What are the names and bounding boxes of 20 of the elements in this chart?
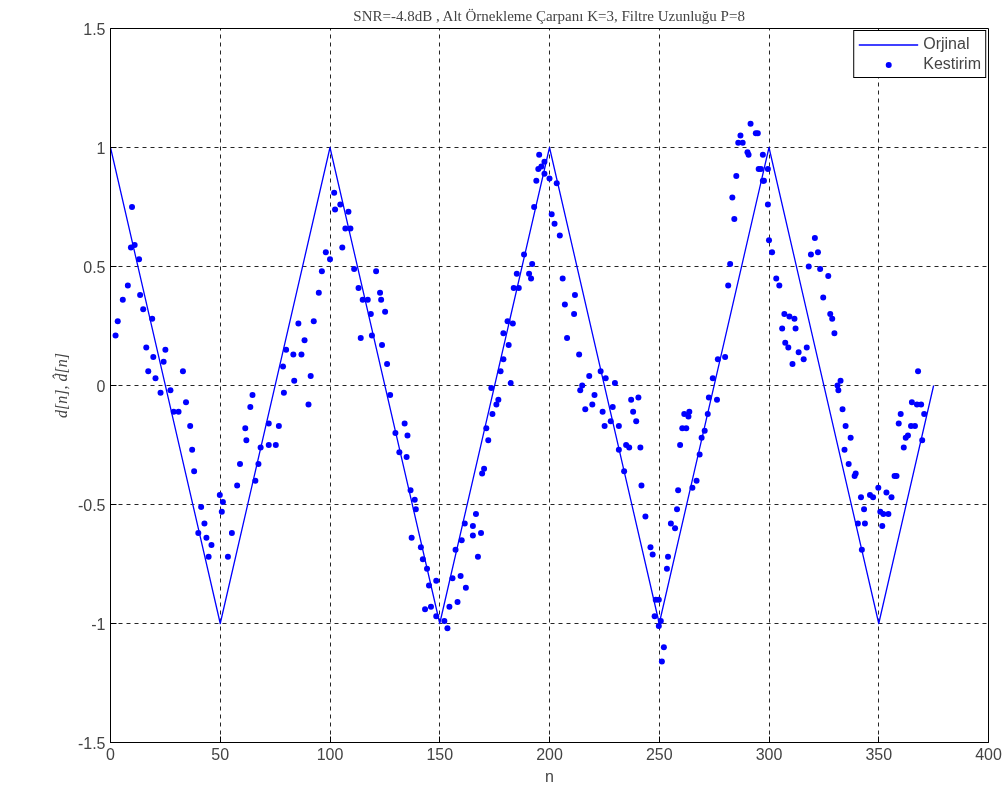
y-axis-title: d[n], d̂[n] xyxy=(51,353,70,418)
x-tick-label: 50 xyxy=(211,745,230,763)
y-tick-label: 0 xyxy=(96,377,106,395)
legend-label: Orjinal xyxy=(923,35,970,53)
y-tick-label: 1 xyxy=(96,139,106,157)
y-tick-label: -1 xyxy=(91,615,106,633)
y-tick-label: -0.5 xyxy=(77,496,106,514)
x-tick-label: 100 xyxy=(316,745,344,763)
y-tick-label: 1.5 xyxy=(83,20,106,38)
x-axis-title: n xyxy=(545,767,554,785)
x-tick-label: 250 xyxy=(645,745,673,763)
chart-title: SNR=-4.8dB , Alt Örnekleme Çarpanı K=3, Filtre Uzunluğu P=8 xyxy=(353,7,745,24)
x-tick-label: 150 xyxy=(426,745,454,763)
y-tick-label: -1.5 xyxy=(77,734,106,752)
y-tick-label: 0.5 xyxy=(83,258,106,276)
legend-label: Kestirim xyxy=(923,55,981,73)
x-tick-label: 200 xyxy=(536,745,563,763)
x-tick-label: 300 xyxy=(755,745,783,763)
x-tick-label: 350 xyxy=(865,745,893,763)
x-tick-label: 400 xyxy=(975,745,1002,763)
